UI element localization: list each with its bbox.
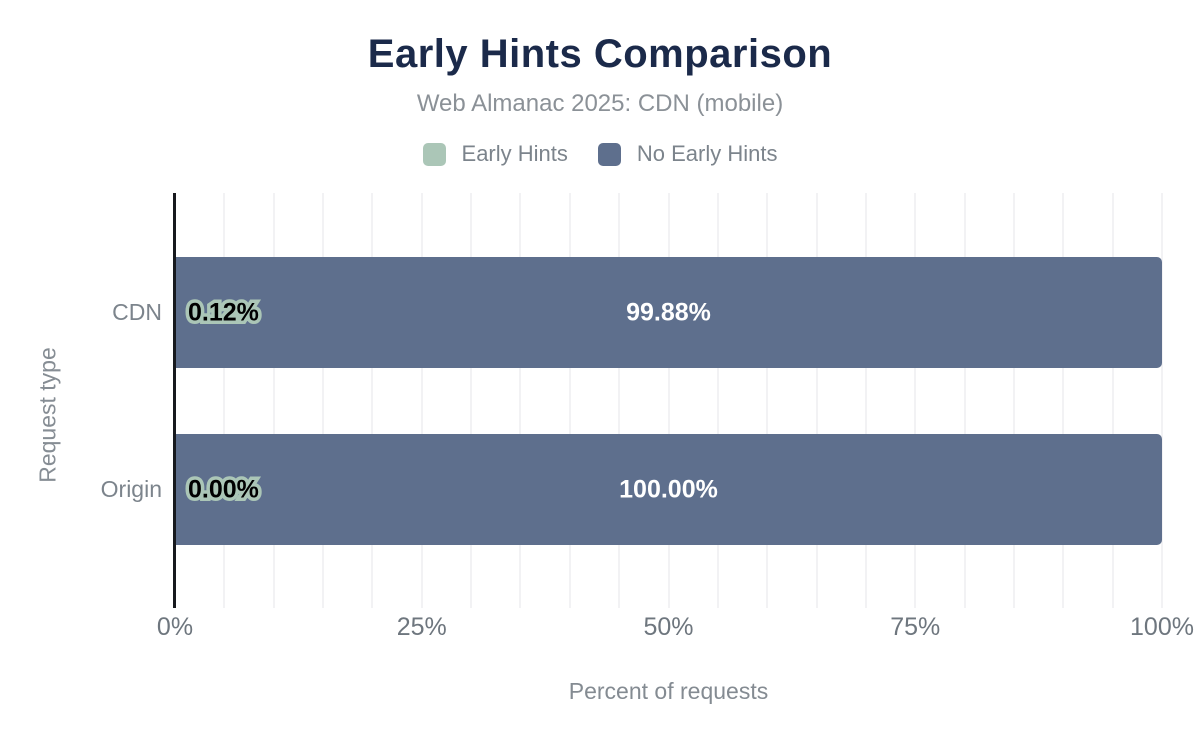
bar-row-cdn: 0.12% 0.12% 99.88% bbox=[175, 257, 1162, 368]
x-axis-title: Percent of requests bbox=[568, 678, 769, 704]
chart-subtitle: Web Almanac 2025: CDN (mobile) bbox=[416, 90, 784, 117]
gridline bbox=[1161, 193, 1163, 608]
bar-segment-cdn-no-early-hints bbox=[176, 257, 1162, 368]
legend-label-early-hints: Early Hints bbox=[461, 141, 568, 166]
gridline bbox=[568, 193, 571, 608]
gridline bbox=[667, 193, 670, 608]
y-category-label-cdn: CDN bbox=[112, 299, 162, 325]
bar-value-label-cdn-no-early-hints: 99.88% bbox=[626, 298, 711, 326]
gridline bbox=[272, 193, 275, 608]
gridline bbox=[963, 193, 966, 608]
gridline bbox=[716, 193, 719, 608]
gridline bbox=[766, 193, 769, 608]
y-axis-title: Request type bbox=[34, 347, 61, 483]
gridline bbox=[618, 193, 621, 608]
gridline bbox=[420, 193, 423, 608]
x-tick-label: 0% bbox=[156, 613, 194, 641]
bar-origin bbox=[175, 434, 1162, 545]
gridline bbox=[1012, 193, 1015, 608]
gridline bbox=[322, 193, 325, 608]
bar-value-label-origin-early-hints: 0.00% 0.00% bbox=[185, 473, 263, 505]
legend-item-no-early-hints[interactable]: No Early Hints bbox=[597, 141, 778, 167]
gridline bbox=[371, 193, 374, 608]
legend: Early Hints No Early Hints bbox=[0, 141, 1200, 167]
x-tick-label: 100% bbox=[1130, 613, 1194, 641]
chart-title: Early Hints Comparison bbox=[367, 32, 833, 76]
y-category-label-origin: Origin bbox=[100, 476, 162, 502]
bar-cdn bbox=[175, 257, 1162, 368]
plot-area: 0.12% 0.12% 99.88% 0.00% 0.00% 100.00% bbox=[173, 193, 1163, 608]
bar-value-label-cdn-early-hints: 0.12% 0.12% bbox=[185, 296, 263, 328]
gridline bbox=[470, 193, 473, 608]
y-axis-line bbox=[173, 193, 176, 608]
gridline bbox=[223, 193, 226, 608]
bar-segment-cdn-early-hints bbox=[175, 257, 177, 368]
bar-value-label-origin-no-early-hints: 100.00% bbox=[619, 475, 718, 503]
gridline bbox=[519, 193, 522, 608]
legend-swatch-early-hints-icon bbox=[422, 142, 446, 166]
gridline bbox=[914, 193, 917, 608]
bar-segment-origin-no-early-hints bbox=[175, 434, 1162, 545]
x-axis-tick-labels: 0% 25% 50% 75% 100% bbox=[157, 613, 1194, 643]
bar-row-origin: 0.00% 0.00% 100.00% bbox=[175, 434, 1162, 545]
legend-swatch-no-early-hints-icon bbox=[597, 142, 621, 166]
x-tick-label: 25% bbox=[396, 613, 447, 641]
gridline bbox=[864, 193, 867, 608]
x-tick-label: 50% bbox=[643, 613, 694, 641]
legend-label-no-early-hints: No Early Hints bbox=[636, 141, 778, 166]
gridline bbox=[815, 193, 818, 608]
legend-item-early-hints[interactable]: Early Hints bbox=[422, 141, 568, 167]
gridline bbox=[1111, 193, 1114, 608]
x-tick-label: 75% bbox=[890, 613, 941, 641]
gridline bbox=[1062, 193, 1065, 608]
